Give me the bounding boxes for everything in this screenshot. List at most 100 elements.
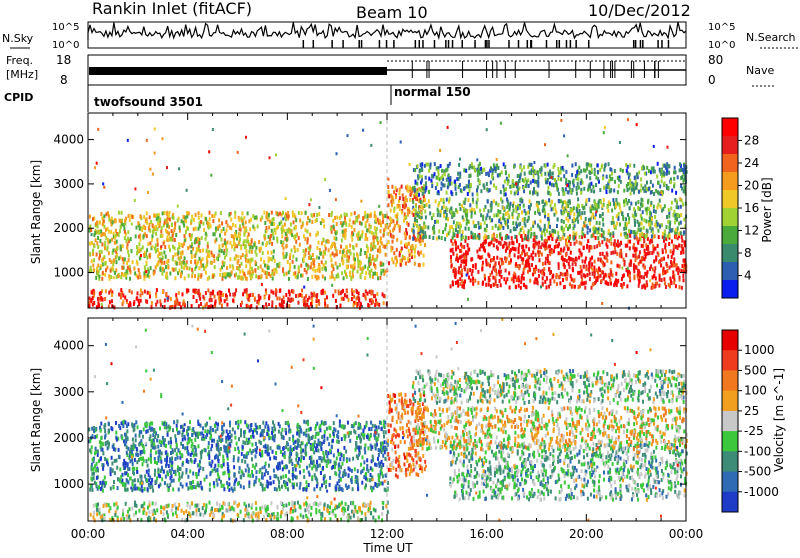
scatter-cell xyxy=(463,245,465,249)
scatter-cell xyxy=(669,234,671,238)
scatter-cell xyxy=(267,251,269,255)
velocity-heatmap xyxy=(88,318,688,523)
scatter-cell xyxy=(282,211,284,215)
scatter-cell xyxy=(435,199,437,203)
scatter-cell xyxy=(489,278,491,282)
scatter-cell xyxy=(662,257,664,261)
scatter-cell xyxy=(184,234,186,238)
scatter-cell xyxy=(629,173,631,177)
scatter-cell xyxy=(351,297,353,301)
scatter-cell xyxy=(519,206,521,210)
scatter-cell xyxy=(416,182,418,186)
scatter-cell xyxy=(288,290,290,294)
scatter-cell xyxy=(136,297,138,301)
scatter-cell xyxy=(166,276,168,280)
scatter-cell xyxy=(246,259,248,263)
scatter-cell xyxy=(177,247,179,251)
scatter-cell xyxy=(505,192,507,196)
scatter-cell xyxy=(137,221,139,225)
scatter-cell xyxy=(340,245,342,249)
scatter-cell xyxy=(151,301,153,305)
scatter-cell xyxy=(120,288,122,292)
scatter-cell xyxy=(97,245,99,249)
scatter-cell xyxy=(508,174,510,178)
scatter-cell xyxy=(567,219,569,223)
scatter-cell xyxy=(317,231,319,235)
scatter-cell xyxy=(632,230,634,234)
scatter-cell xyxy=(210,224,212,228)
scatter-cell xyxy=(529,279,531,283)
scatter-cell xyxy=(497,166,499,170)
scatter-cell xyxy=(509,241,511,245)
scatter-cell xyxy=(365,517,367,521)
scatter-cell xyxy=(672,251,674,255)
scatter-cell xyxy=(99,508,101,512)
scatter-cell xyxy=(295,234,297,238)
scatter-cell xyxy=(178,269,180,273)
scatter-cell xyxy=(200,273,202,277)
scatter-cell xyxy=(467,243,469,247)
scatter-cell xyxy=(117,506,119,510)
scatter-cell xyxy=(511,236,513,240)
scatter-cell xyxy=(271,300,273,304)
scatter-cell xyxy=(551,207,553,211)
scatter-cell xyxy=(258,294,260,298)
scatter-cell xyxy=(495,279,497,283)
scatter-cell xyxy=(464,201,466,205)
scatter-cell xyxy=(530,227,532,231)
scatter-cell xyxy=(336,152,338,155)
scatter-cell xyxy=(459,230,461,234)
scatter-cell xyxy=(460,264,462,268)
scatter-cell xyxy=(311,262,313,266)
scatter-cell xyxy=(566,259,568,263)
scatter-cell xyxy=(608,179,610,183)
scatter-cell xyxy=(506,197,508,201)
scatter-cell xyxy=(562,236,564,240)
scatter-cell xyxy=(324,503,326,507)
scatter-cell xyxy=(603,230,605,234)
scatter-cell xyxy=(208,254,210,258)
scatter-cell xyxy=(609,278,611,282)
scatter-cell xyxy=(305,294,307,298)
scatter-cell xyxy=(374,226,376,230)
scatter-cell xyxy=(556,273,558,277)
scatter-cell xyxy=(491,234,493,238)
scatter-cell xyxy=(535,253,537,257)
scatter-cell xyxy=(255,250,257,254)
scatter-cell xyxy=(488,235,490,239)
scatter-cell xyxy=(628,217,630,221)
scatter-cell xyxy=(641,275,643,279)
scatter-cell xyxy=(443,198,445,202)
scatter-cell xyxy=(122,512,124,516)
scatter-cell xyxy=(118,256,120,260)
scatter-cell xyxy=(458,270,460,274)
scatter-cell xyxy=(491,175,493,179)
scatter-cell xyxy=(274,259,276,263)
scatter-cell xyxy=(571,173,573,177)
scatter-cell xyxy=(270,290,272,294)
colorbar-tick-label: 20 xyxy=(744,179,759,193)
scatter-cell xyxy=(177,507,179,511)
scatter-cell xyxy=(103,504,105,508)
scatter-cell xyxy=(234,215,236,219)
scatter-cell xyxy=(238,502,240,506)
scatter-cell xyxy=(664,181,666,185)
scatter-cell xyxy=(541,166,543,170)
scatter-cell xyxy=(548,191,550,195)
scatter-cell xyxy=(95,238,97,242)
scatter-cell xyxy=(683,230,685,234)
scatter-cell xyxy=(639,260,641,264)
scatter-cell xyxy=(650,201,652,205)
scatter-cell xyxy=(505,259,507,263)
scatter-cell xyxy=(579,235,581,239)
scatter-cell xyxy=(152,245,154,248)
scatter-cell xyxy=(125,502,127,506)
scatter-cell xyxy=(351,238,353,242)
scatter-cell xyxy=(573,179,575,183)
scatter-cell xyxy=(230,212,232,215)
scatter-cell xyxy=(513,272,515,276)
scatter-cell xyxy=(113,503,115,507)
scatter-cell xyxy=(529,190,531,194)
scatter-cell xyxy=(375,216,377,220)
y-tick-label: 3000 xyxy=(53,177,84,191)
